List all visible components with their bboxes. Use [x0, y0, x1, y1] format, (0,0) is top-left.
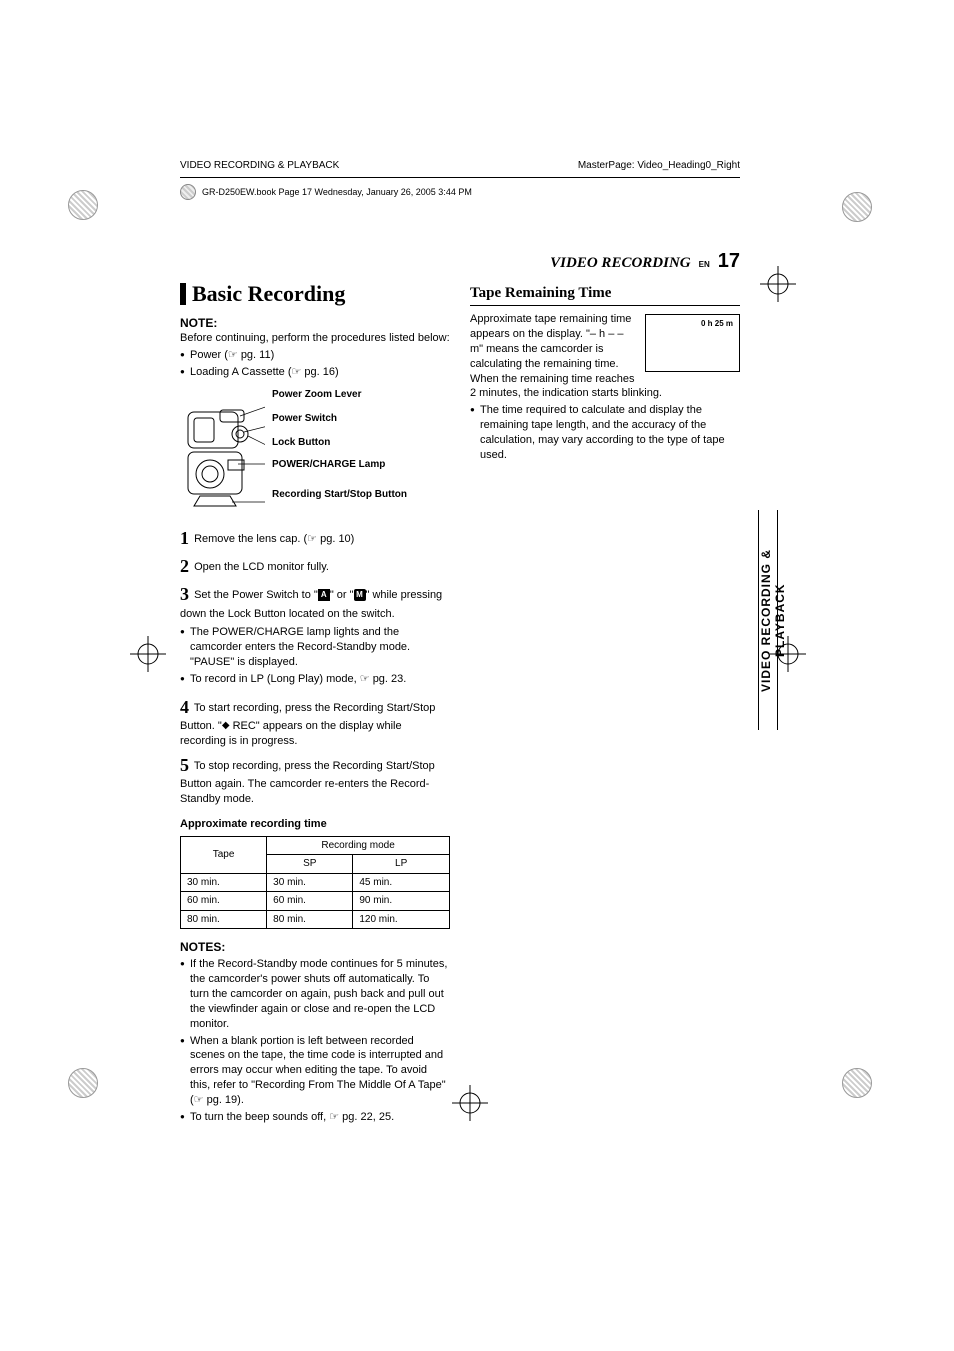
notes-item: If the Record-Standby mode continues for… — [180, 957, 450, 1031]
prereq-item: Power (☞ pg. 11) — [180, 348, 450, 363]
side-tab: VIDEO RECORDING & PLAYBACK — [758, 510, 778, 730]
notes-item: To turn the beep sounds off, ☞ pg. 22, 2… — [180, 1110, 450, 1125]
book-info-text: GR-D250EW.book Page 17 Wednesday, Januar… — [202, 187, 472, 197]
right-column: Tape Remaining Time 0 h 25 m Approximate… — [470, 283, 740, 1133]
table-head-mode: Recording mode — [267, 836, 450, 855]
step-3-bullet: To record in LP (Long Play) mode, ☞ pg. … — [180, 672, 450, 687]
step-5: 5 To stop recording, press the Recording… — [180, 753, 450, 807]
lang-code: EN — [699, 260, 710, 269]
section-header: VIDEO RECORDING EN 17 — [180, 250, 740, 273]
step-3-bullets: The POWER/CHARGE lamp lights and the cam… — [180, 625, 450, 686]
manual-mode-icon: M — [354, 589, 366, 601]
camera-diagram: Power Zoom Lever Power Switch Lock Butto… — [180, 388, 450, 518]
book-icon — [180, 184, 196, 200]
step-2-text: Open the LCD monitor fully. — [194, 561, 329, 573]
table-head-sp: SP — [267, 855, 353, 874]
header-left: VIDEO RECORDING & PLAYBACK — [180, 160, 339, 171]
prereq-item: Loading A Cassette (☞ pg. 16) — [180, 365, 450, 380]
table-head-lp: LP — [353, 855, 450, 874]
step-2: 2 Open the LCD monitor fully. — [180, 554, 450, 578]
step-3: 3 Set the Power Switch to "A" or "M" whi… — [180, 582, 450, 621]
tape-remaining-notes: The time required to calculate and displ… — [470, 403, 740, 462]
registration-ball — [68, 1068, 98, 1098]
step-4: 4 To start recording, press the Recordin… — [180, 695, 450, 749]
step-3-text-a: Set the Power Switch to " — [194, 589, 318, 601]
registration-ball — [842, 1068, 872, 1098]
section-title: VIDEO RECORDING — [550, 255, 690, 272]
note-intro: Before continuing, perform the procedure… — [180, 331, 450, 346]
registration-ball — [842, 192, 872, 222]
table-row: 60 min. 60 min. 90 min. — [181, 892, 450, 911]
notes-item: When a blank portion is left between rec… — [180, 1034, 450, 1108]
registration-mark — [760, 266, 796, 302]
camcorder-illustration — [180, 402, 265, 512]
note-label: NOTE: — [180, 315, 450, 331]
step-3-text-b: " or " — [330, 589, 354, 601]
tape-remaining-heading: Tape Remaining Time — [470, 283, 740, 306]
display-illustration: 0 h 25 m — [645, 314, 740, 372]
notes-list: If the Record-Standby mode continues for… — [180, 957, 450, 1124]
left-column: Basic Recording NOTE: Before continuing,… — [180, 283, 450, 1133]
rec-icon: ◆ — [222, 719, 230, 733]
step-3-bullet: The POWER/CHARGE lamp lights and the cam… — [180, 625, 450, 670]
table-row: 80 min. 80 min. 120 min. — [181, 910, 450, 929]
tape-remaining-note: The time required to calculate and displ… — [470, 403, 740, 462]
step-5-text: To stop recording, press the Recording S… — [180, 760, 435, 805]
step-1: 1 Remove the lens cap. (☞ pg. 10) — [180, 526, 450, 550]
auto-mode-icon: A — [318, 589, 330, 601]
table-head-tape: Tape — [181, 836, 267, 873]
diagram-label-rec: Recording Start/Stop Button — [272, 488, 407, 502]
header-right: MasterPage: Video_Heading0_Right — [578, 160, 740, 171]
display-time-text: 0 h 25 m — [701, 319, 733, 330]
page-number: 17 — [718, 250, 740, 273]
prereq-list: Power (☞ pg. 11) Loading A Cassette (☞ p… — [180, 348, 450, 380]
page-content: VIDEO RECORDING & PLAYBACK MasterPage: V… — [180, 160, 740, 1133]
table-title: Approximate recording time — [180, 817, 450, 832]
table-row: 30 min. 30 min. 45 min. — [181, 873, 450, 892]
main-heading: Basic Recording — [180, 283, 450, 305]
step-1-text: Remove the lens cap. (☞ pg. 10) — [194, 533, 354, 545]
diagram-label-lock: Lock Button — [272, 436, 330, 450]
diagram-label-switch: Power Switch — [272, 412, 337, 426]
diagram-label-zoom: Power Zoom Lever — [272, 388, 361, 402]
book-info-line: GR-D250EW.book Page 17 Wednesday, Januar… — [180, 184, 740, 200]
recording-time-table: Tape Recording mode SP LP 30 min. 30 min… — [180, 836, 450, 930]
diagram-label-lamp: POWER/CHARGE Lamp — [272, 458, 385, 472]
registration-ball — [68, 190, 98, 220]
notes-label: NOTES: — [180, 939, 450, 955]
registration-mark — [130, 636, 166, 672]
header-separator — [180, 177, 740, 178]
